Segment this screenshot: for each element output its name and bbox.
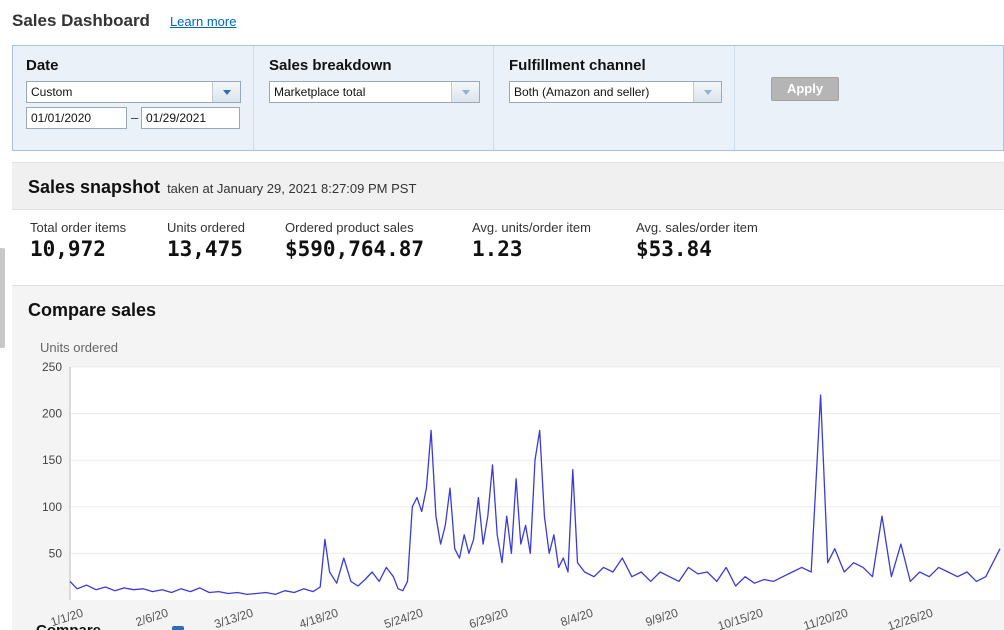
date-label: Date <box>26 57 59 74</box>
sales-snapshot-title: Sales snapshot <box>28 177 161 197</box>
x-tick-label: 5/24/20 <box>382 605 425 630</box>
sales-breakdown-select-value: Marketplace total <box>274 85 366 99</box>
x-tick-label: 8/4/20 <box>559 605 595 629</box>
metric-value: 10,972 <box>30 237 106 261</box>
metric-avg-units-per-order-item: Avg. units/order item 1.23 <box>472 220 591 261</box>
fulfillment-channel-select-value: Both (Amazon and seller) <box>514 85 650 99</box>
sales-breakdown-select[interactable]: Marketplace total <box>269 81 480 103</box>
metric-value: 13,475 <box>167 237 243 261</box>
date-separator: – <box>131 110 139 125</box>
y-tick-label: 150 <box>42 453 62 467</box>
y-tick-label: 250 <box>42 360 62 374</box>
fulfillment-channel-filter-group: Fulfillment channel Both (Amazon and sel… <box>494 46 735 150</box>
metric-value: 1.23 <box>472 237 523 261</box>
apply-group: Apply <box>735 46 1003 150</box>
sales-breakdown-filter-group: Sales breakdown Marketplace total <box>254 46 494 150</box>
page-title: Sales Dashboard <box>12 11 150 30</box>
date-range-select[interactable]: Custom <box>26 81 241 103</box>
end-date-input[interactable]: 01/29/2021 <box>141 107 240 129</box>
start-date-input[interactable]: 01/01/2020 <box>26 107 127 129</box>
sales-snapshot-heading: Sales snapshot taken at January 29, 2021… <box>28 177 416 198</box>
x-tick-label: 11/20/20 <box>802 605 850 630</box>
x-tick-label: 6/29/20 <box>467 605 510 630</box>
side-panel-handle[interactable] <box>0 248 5 348</box>
date-filter-group: Date Custom 01/01/2020 – 01/29/2021 <box>13 46 254 150</box>
x-tick-label: 10/15/20 <box>716 605 765 630</box>
compare-sales-panel: Compare sales Units ordered 50 100 150 200 2… <box>12 285 1004 630</box>
filter-panel: Date Custom 01/01/2020 – 01/29/2021 Sale… <box>12 45 1004 151</box>
chevron-down-icon[interactable] <box>693 82 721 102</box>
metric-value: $53.84 <box>636 237 712 261</box>
series-line <box>69 394 1001 596</box>
x-tick-label: 12/26/20 <box>886 605 935 630</box>
chevron-down-icon[interactable] <box>451 82 479 102</box>
metric-avg-sales-per-order-item: Avg. sales/order item $53.84 <box>636 220 758 261</box>
metric-label: Total order items <box>30 220 127 235</box>
x-tick-label: 2/6/20 <box>134 605 170 629</box>
y-tick-label: 200 <box>42 407 62 421</box>
learn-more-link[interactable]: Learn more <box>169 14 237 29</box>
metric-ordered-product-sales: Ordered product sales $590,764.87 <box>285 220 424 261</box>
metric-label: Avg. sales/order item <box>636 220 758 235</box>
x-tick-label: 9/9/20 <box>644 605 680 629</box>
y-axis-label: Units ordered <box>40 340 119 355</box>
plot-area <box>70 367 1000 600</box>
metric-units-ordered: Units ordered 13,475 <box>167 220 245 261</box>
compare-checkbox[interactable] <box>172 626 184 630</box>
metric-label: Avg. units/order item <box>472 220 591 235</box>
metric-label: Ordered product sales <box>285 220 414 235</box>
y-tick-label: 50 <box>49 546 63 560</box>
fulfillment-channel-select[interactable]: Both (Amazon and seller) <box>509 81 722 103</box>
sales-snapshot-bar: Sales snapshot taken at January 29, 2021… <box>12 162 1004 210</box>
sales-breakdown-label: Sales breakdown <box>269 57 392 74</box>
header: Sales Dashboard Learn more <box>12 11 236 35</box>
metric-label: Units ordered <box>167 220 246 235</box>
sales-snapshot-timestamp: taken at January 29, 2021 8:27:09 PM PST <box>167 181 417 196</box>
compare-sales-title: Compare sales <box>28 300 157 320</box>
x-tick-label: 4/18/20 <box>297 605 340 630</box>
date-range-select-value: Custom <box>31 85 73 99</box>
metric-total-order-items: Total order items 10,972 <box>30 220 126 261</box>
x-tick-label: 3/13/20 <box>212 605 255 630</box>
y-tick-label: 100 <box>42 500 62 514</box>
chevron-down-icon[interactable] <box>212 82 240 102</box>
apply-button[interactable]: Apply <box>771 77 839 101</box>
compare-footer-label: Compare <box>36 622 101 630</box>
fulfillment-channel-label: Fulfillment channel <box>509 57 646 74</box>
metric-value: $590,764.87 <box>285 237 425 261</box>
